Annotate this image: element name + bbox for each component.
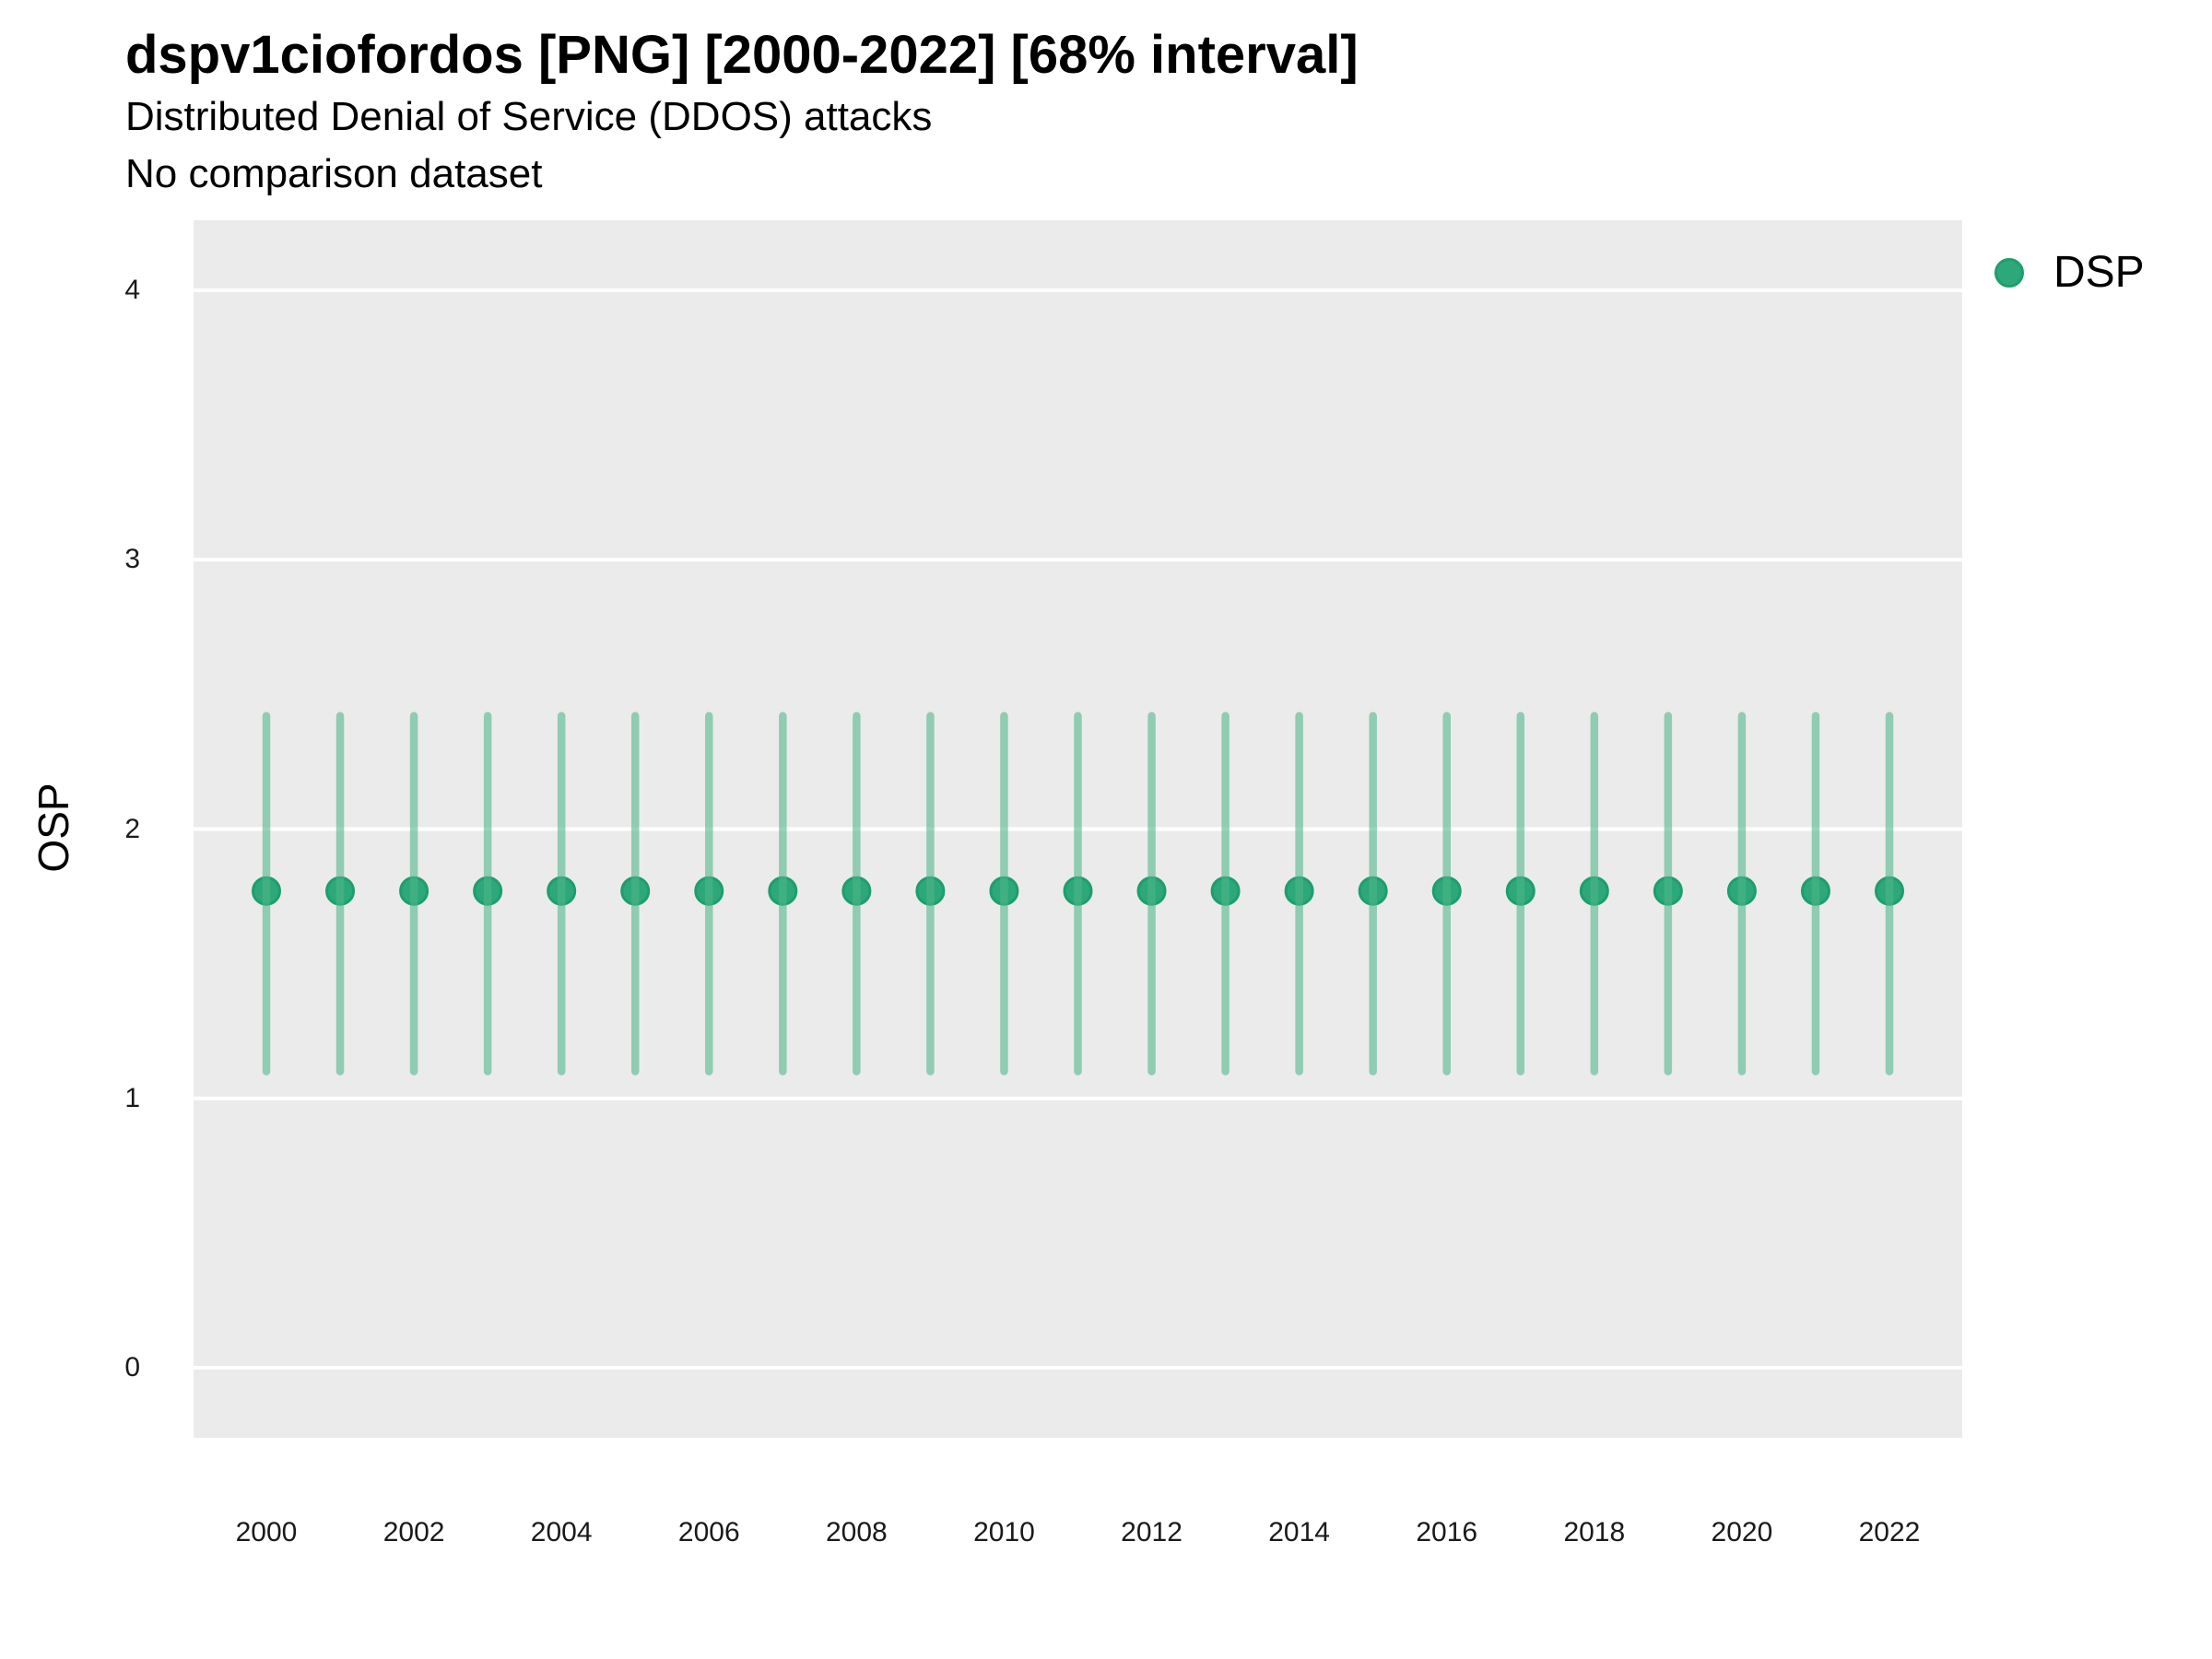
x-tick-label-2012: 2012 [1121, 1517, 1182, 1547]
plot-panel [194, 220, 1962, 1438]
y-tick-label-3: 3 [124, 544, 140, 575]
legend-label: DSP [2053, 248, 2145, 297]
x-tick-label-2020: 2020 [1711, 1517, 1773, 1547]
legend-point-icon [1994, 257, 2024, 288]
chart-note: No comparison dataset [125, 151, 543, 196]
chart-title: dspv1ciofordos [PNG] [2000-2022] [68% in… [125, 25, 1359, 85]
y-tick-label-2: 2 [124, 813, 140, 844]
y-tick-label-0: 0 [124, 1352, 140, 1382]
y-tick-label-1: 1 [124, 1082, 140, 1113]
x-tick-label-2010: 2010 [973, 1517, 1035, 1547]
y-tick-label-4: 4 [124, 274, 140, 305]
x-tick-label-2000: 2000 [235, 1517, 298, 1547]
x-tick-label-2014: 2014 [1268, 1517, 1330, 1547]
x-tick-label-2004: 2004 [530, 1517, 593, 1547]
chart-subtitle: Distributed Denial of Service (DDOS) att… [125, 94, 933, 139]
plot-svg [194, 288, 1962, 1371]
x-tick-label-2018: 2018 [1563, 1517, 1626, 1547]
x-tick-label-2022: 2022 [1858, 1517, 1921, 1547]
legend: DSP [1994, 247, 2145, 298]
x-tick-label-2002: 2002 [382, 1517, 445, 1547]
x-tick-label-2008: 2008 [825, 1517, 888, 1547]
x-tick-label-2016: 2016 [1416, 1517, 1478, 1547]
x-tick-label-2006: 2006 [677, 1517, 740, 1547]
